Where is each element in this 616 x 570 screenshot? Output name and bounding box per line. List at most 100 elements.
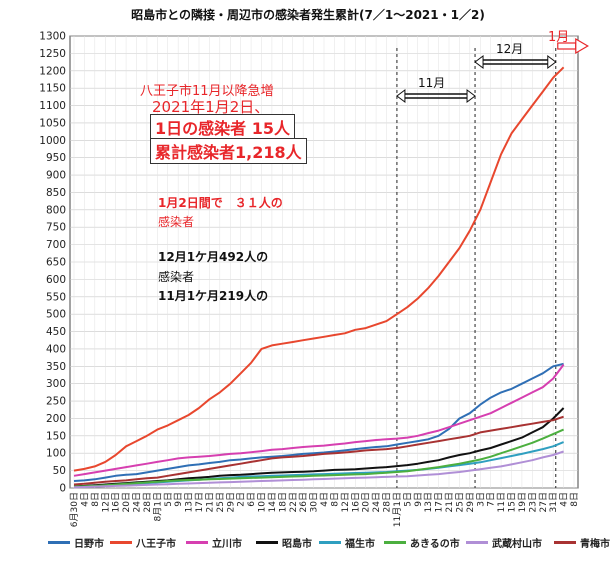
y-tick-label: 850 — [46, 187, 66, 199]
x-tick-label: 28日 — [142, 492, 153, 512]
legend-label: 立川市 — [212, 539, 242, 550]
x-tick-label: 14日 — [267, 492, 278, 512]
month-dividers — [396, 48, 557, 488]
x-tick-label: 4日 — [79, 492, 90, 507]
legend-swatch — [319, 541, 341, 544]
x-tick-label: 17日 — [194, 492, 205, 512]
arrow-december-head-right — [547, 55, 557, 69]
x-tick-label: 15日 — [507, 492, 518, 512]
series-line-青梅市 — [73, 415, 564, 486]
x-tick-label: 17日 — [434, 492, 445, 512]
annotation-daily-box: 1日の感染者 15人 — [150, 114, 295, 140]
x-tick-label: 8月1日 — [152, 492, 163, 521]
legend-swatch — [186, 541, 208, 544]
y-tick-label: 250 — [46, 396, 66, 408]
y-tick-label: 950 — [46, 152, 66, 164]
y-axis-ticks: 0 50 100 150 200 250 300 350 400 450 500 550 600 650 7… — [39, 31, 66, 495]
x-tick-label: 26日 — [298, 492, 309, 512]
span-label-november: 11月 — [418, 76, 446, 90]
legend-swatch — [466, 541, 488, 544]
x-tick-label: 7日 — [486, 492, 497, 507]
y-tick-label: 1000 — [39, 135, 66, 147]
x-tick-label: 24日 — [371, 492, 382, 512]
legend-swatch — [256, 541, 278, 544]
legend-item: 青梅市 — [554, 535, 610, 550]
x-tick-label: 23日 — [527, 492, 538, 512]
x-tick-label: 25日 — [215, 492, 226, 512]
legend-label: 日野市 — [74, 539, 104, 550]
y-tick-label: 500 — [46, 309, 66, 321]
x-tick-label: 29日 — [225, 492, 236, 512]
y-tick-label: 450 — [46, 326, 66, 338]
x-tick-label: 28日 — [382, 492, 393, 512]
legend-item: 武蔵村山市 — [466, 535, 542, 550]
series-line-あきるの市 — [73, 428, 564, 488]
arrow-november-head-left — [396, 89, 406, 103]
x-tick-label: 19日 — [517, 492, 528, 512]
x-tick-label: 13日 — [184, 492, 195, 512]
annotation-december: 12月1ケ月492人の — [158, 250, 269, 264]
legend-label: 武蔵村山市 — [492, 539, 542, 550]
y-tick-label: 750 — [46, 222, 66, 234]
x-tick-label: 5日 — [402, 492, 413, 507]
legend-label: 八王子市 — [136, 539, 176, 550]
y-tick-label: 1200 — [39, 65, 66, 77]
x-tick-label: 24日 — [132, 492, 143, 512]
x-axis-ticks: 6月30日 4日 8日 12日 16日 20日 24日 28日 8月1日 5日 9日 13日 17日 21… — [69, 492, 580, 527]
x-tick-label: 6月30日 — [69, 492, 80, 527]
y-tick-label: 700 — [46, 239, 66, 251]
legend-item: 立川市 — [186, 535, 242, 550]
legend-item: あきるの市 — [384, 535, 460, 550]
span-label-january: 1月 — [548, 30, 570, 45]
x-tick-label: 8日 — [329, 492, 340, 507]
x-tick-label: 20日 — [121, 492, 132, 512]
y-tick-label: 200 — [46, 413, 66, 425]
annotation-two-days-b: 感染者 — [158, 215, 195, 229]
y-tick-label: 1100 — [39, 100, 66, 112]
x-tick-label: 27日 — [538, 492, 549, 512]
y-tick-label: 600 — [46, 274, 66, 286]
y-tick-label: 800 — [46, 204, 66, 216]
x-tick-label: 13日 — [423, 492, 434, 512]
y-tick-label: 350 — [46, 361, 66, 373]
x-tick-label: 25日 — [454, 492, 465, 512]
series-line-武蔵村山市 — [73, 450, 564, 489]
x-tick-label: 9日 — [413, 492, 424, 507]
legend-swatch — [48, 541, 70, 544]
chart-title: 昭島市との隣接・周辺市の感染者発生累計(7／1～2021・1／2) — [131, 8, 485, 22]
x-tick-label: 16日 — [111, 492, 122, 512]
series-line-八王子市 — [73, 66, 565, 472]
gridlines — [69, 35, 579, 489]
x-tick-label: 21日 — [204, 492, 215, 512]
legend-label: 青梅市 — [580, 539, 610, 550]
x-tick-label: 21日 — [444, 492, 455, 512]
y-tick-label: 150 — [46, 430, 66, 442]
arrow-december-head-left — [474, 55, 484, 69]
series-line-立川市 — [73, 364, 565, 477]
legend-item: 日野市 — [48, 535, 104, 550]
arrow-november-head-right — [466, 89, 476, 103]
series-lines — [73, 66, 565, 489]
y-tick-label: 1300 — [39, 31, 66, 43]
y-tick-label: 400 — [46, 343, 66, 355]
legend-label: 福生市 — [345, 539, 375, 550]
span-label-december: 12月 — [496, 42, 524, 56]
legend-swatch — [384, 541, 406, 544]
arrow-january-head — [575, 37, 589, 55]
annotation-november: 11月1ケ月219人の — [158, 289, 269, 303]
x-tick-label: 6日 — [246, 492, 257, 507]
month-span-arrows — [396, 37, 589, 103]
annotation-date: 2021年1月2日、 — [152, 98, 270, 116]
x-tick-label: 22日 — [288, 492, 299, 512]
y-tick-label: 900 — [46, 170, 66, 182]
legend-label: 昭島市 — [282, 539, 312, 550]
x-tick-label: 4日 — [319, 492, 330, 507]
legend-swatch — [110, 541, 132, 544]
legend-item: 福生市 — [319, 535, 375, 550]
y-tick-label: 1150 — [39, 83, 66, 95]
x-tick-label: 3日 — [475, 492, 486, 507]
legend: 日野市 八王子市 立川市 昭島市 福生市 あきるの市 武蔵村山市 青梅市 — [44, 535, 614, 553]
annotation-total-box: 累計感染者1,218人 — [150, 138, 307, 164]
x-tick-label: 8日 — [90, 492, 101, 507]
x-tick-label: 5日 — [163, 492, 174, 507]
